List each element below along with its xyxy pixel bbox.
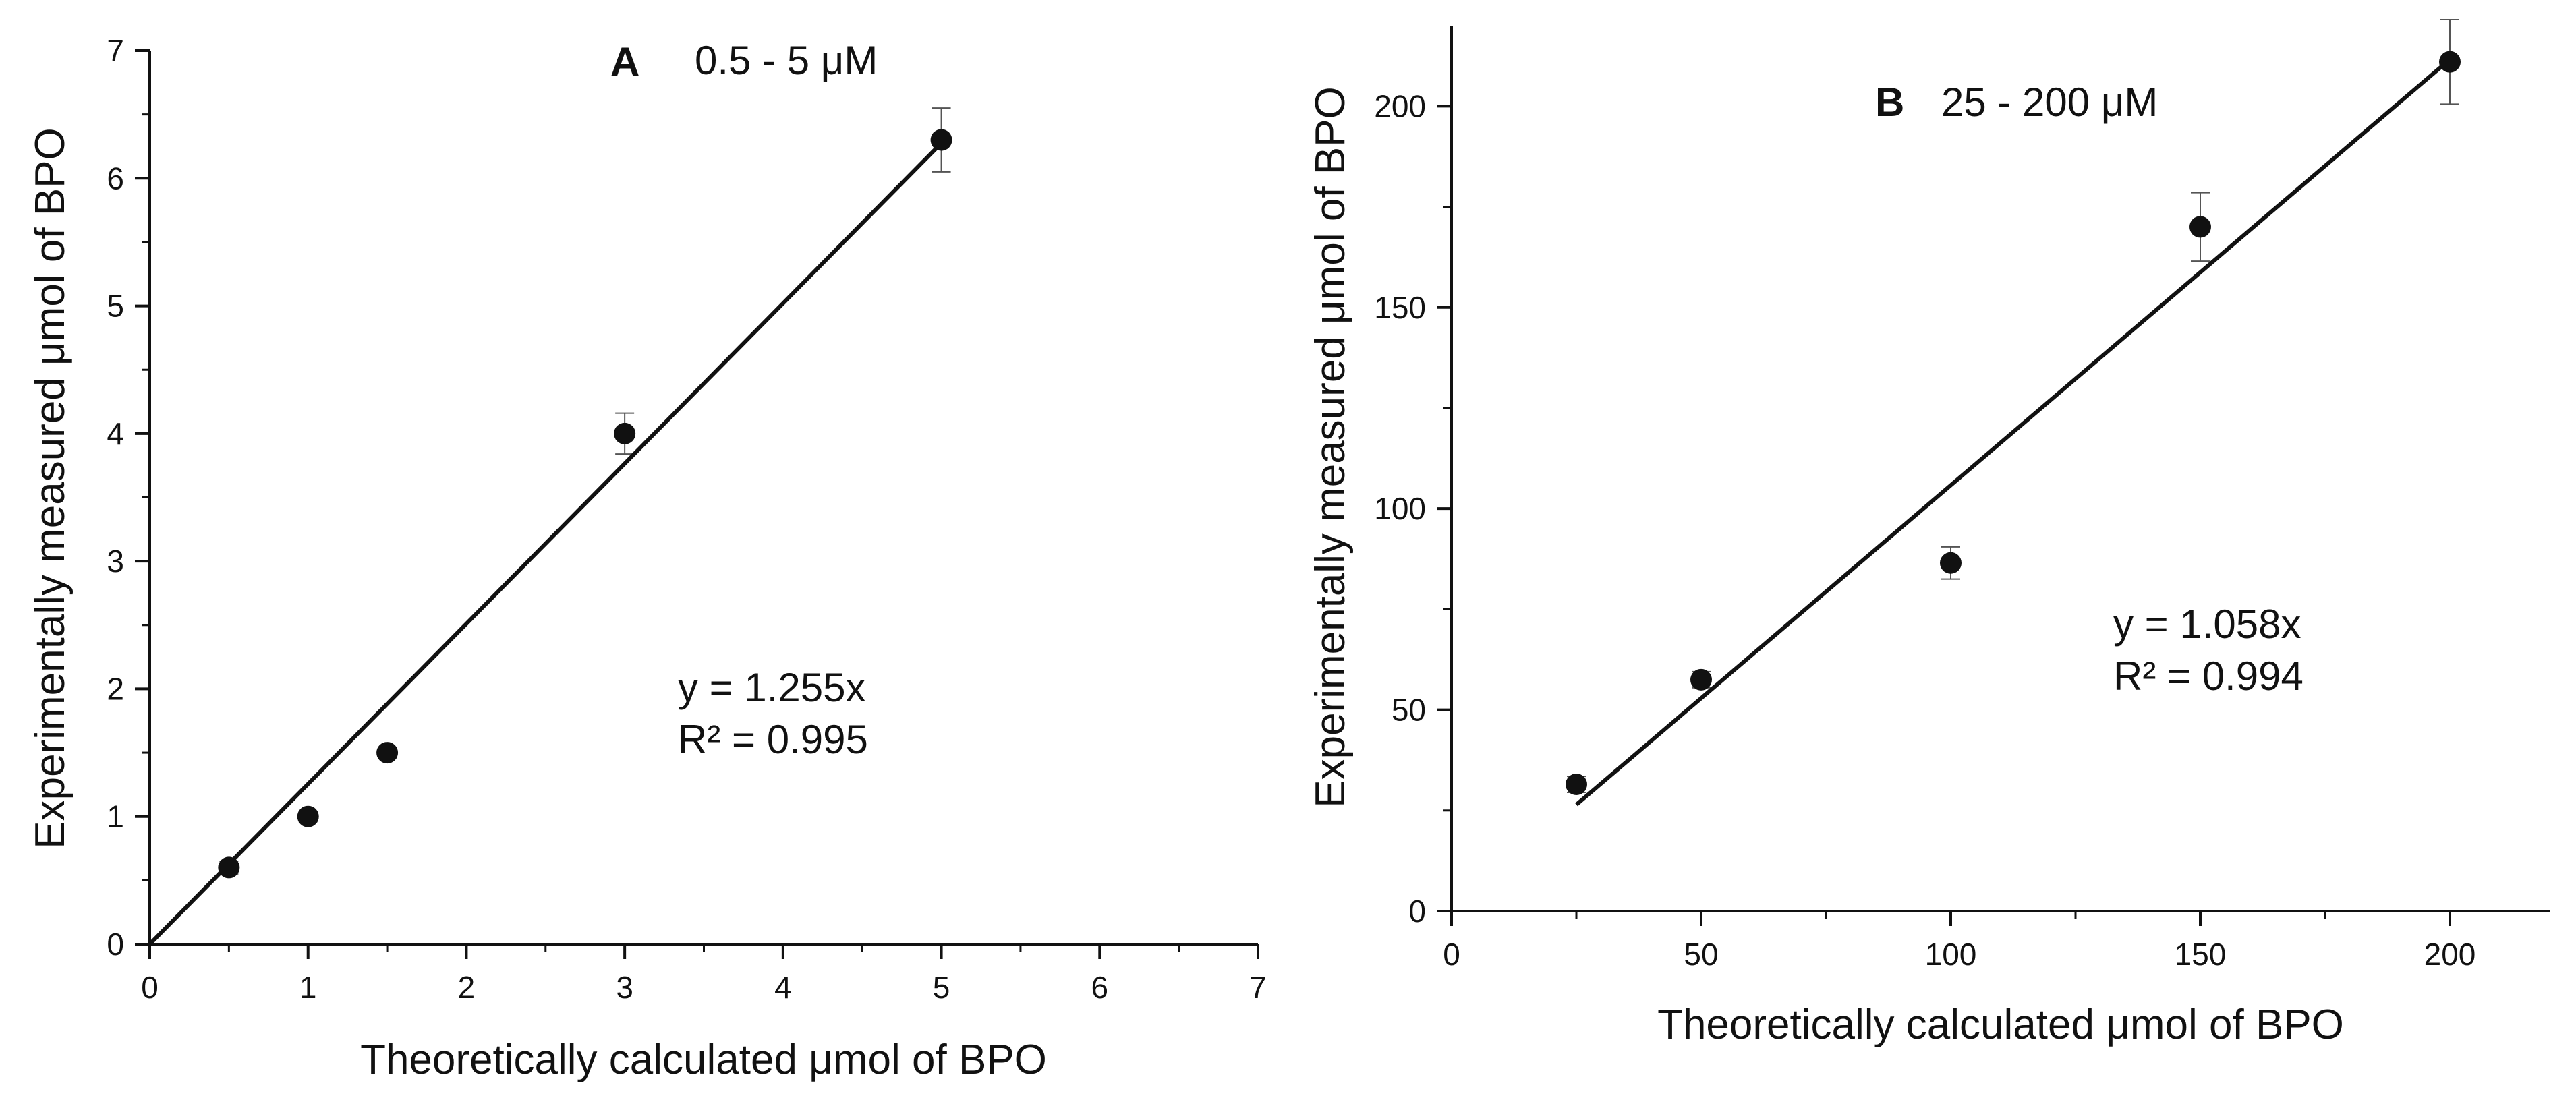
panel-b: 0 50 100 150 200 0 50 100 150 200 B 25 - 200 μM y… xyxy=(1307,19,2550,1048)
panel-a-ticks: 0 1 2 3 4 5 6 7 0 1 2 3 4 5 6 7 xyxy=(107,33,1266,1005)
panel-b-y-tick-label: 150 xyxy=(1374,290,1426,325)
panel-a-y-tick-label: 7 xyxy=(107,33,124,68)
panel-b-points xyxy=(1566,51,2461,796)
panel-b-axes xyxy=(1450,26,2550,912)
panel-a-y-tick-label: 1 xyxy=(107,799,124,834)
panel-a-letter: A xyxy=(610,39,639,84)
panel-a-y-tick-label: 4 xyxy=(107,416,124,451)
panel-b-range-label: 25 - 200 μM xyxy=(1941,80,2158,125)
panel-b-y-tick-label: 50 xyxy=(1392,693,1426,728)
panel-a-regression-line xyxy=(148,142,943,946)
panel-b-data-point xyxy=(1940,552,1962,574)
panel-b-x-tick-label: 200 xyxy=(2424,937,2476,972)
panel-b-ticks: 0 50 100 150 200 0 50 100 150 200 xyxy=(1374,88,2475,972)
panel-b-x-tick-label: 100 xyxy=(1925,937,1977,972)
panel-b-r-squared: R² = 0.994 xyxy=(2113,653,2303,699)
panel-a-y-tick-label: 0 xyxy=(107,927,124,962)
panel-a-y-tick-label: 6 xyxy=(107,161,124,196)
panel-b-y-tick-label: 100 xyxy=(1374,491,1426,526)
panel-a-x-tick-label: 4 xyxy=(774,970,792,1005)
panel-a-range-label: 0.5 - 5 μM xyxy=(695,38,878,83)
panel-b-data-point xyxy=(2189,216,2211,238)
panel-a-y-tick-label: 5 xyxy=(107,289,124,324)
panel-a-data-point xyxy=(376,742,399,764)
panel-a-data-point xyxy=(614,422,636,444)
panel-a-points xyxy=(218,129,952,879)
panel-b-x-tick-label: 50 xyxy=(1684,937,1718,972)
panel-a-data-point xyxy=(218,856,240,879)
panel-a-equation: y = 1.255x xyxy=(678,665,866,710)
panel-a-y-axis-title: Experimentally measured μmol of BPO xyxy=(27,127,74,848)
panel-b-y-axis-title: Experimentally measured μmol of BPO xyxy=(1307,86,1354,807)
panel-a: 0 1 2 3 4 5 6 7 0 1 2 3 4 5 6 7 A 0.5 - 5 μM y = 1.255x… xyxy=(27,33,1267,1083)
panel-b-letter: B xyxy=(1875,80,1904,125)
panel-a-x-tick-label: 3 xyxy=(616,970,633,1005)
panel-a-data-point xyxy=(297,805,319,827)
panel-b-regression-line xyxy=(1575,57,2451,807)
panel-a-r-squared: R² = 0.995 xyxy=(678,717,868,762)
panel-a-y-tick-label: 2 xyxy=(107,671,124,706)
panel-b-y-tick-label: 0 xyxy=(1408,894,1426,929)
panel-a-data-point xyxy=(930,129,952,151)
panel-a-x-tick-label: 1 xyxy=(299,970,317,1005)
panel-b-data-point xyxy=(1566,774,1587,796)
panel-b-equation: y = 1.058x xyxy=(2113,602,2301,647)
panel-a-x-tick-label: 0 xyxy=(141,970,159,1005)
panel-a-x-tick-label: 5 xyxy=(933,970,950,1005)
panel-b-fit-line xyxy=(1575,57,2451,807)
panel-b-y-tick-label: 200 xyxy=(1374,88,1426,123)
panel-b-x-tick-label: 0 xyxy=(1443,937,1460,972)
panel-a-y-tick-label: 3 xyxy=(107,544,124,579)
panel-b-data-point xyxy=(1690,668,1712,691)
panel-a-x-tick-label: 6 xyxy=(1091,970,1108,1005)
panel-b-data-point xyxy=(2439,51,2461,73)
panel-b-x-tick-label: 150 xyxy=(2175,937,2227,972)
panel-a-x-axis-title: Theoretically calculated μmol of BPO xyxy=(360,1037,1047,1083)
panel-b-x-axis-title: Theoretically calculated μmol of BPO xyxy=(1657,1001,2344,1048)
panel-a-x-tick-label: 2 xyxy=(458,970,476,1005)
panel-a-fit-line xyxy=(148,142,943,946)
panel-a-x-tick-label: 7 xyxy=(1249,970,1267,1005)
